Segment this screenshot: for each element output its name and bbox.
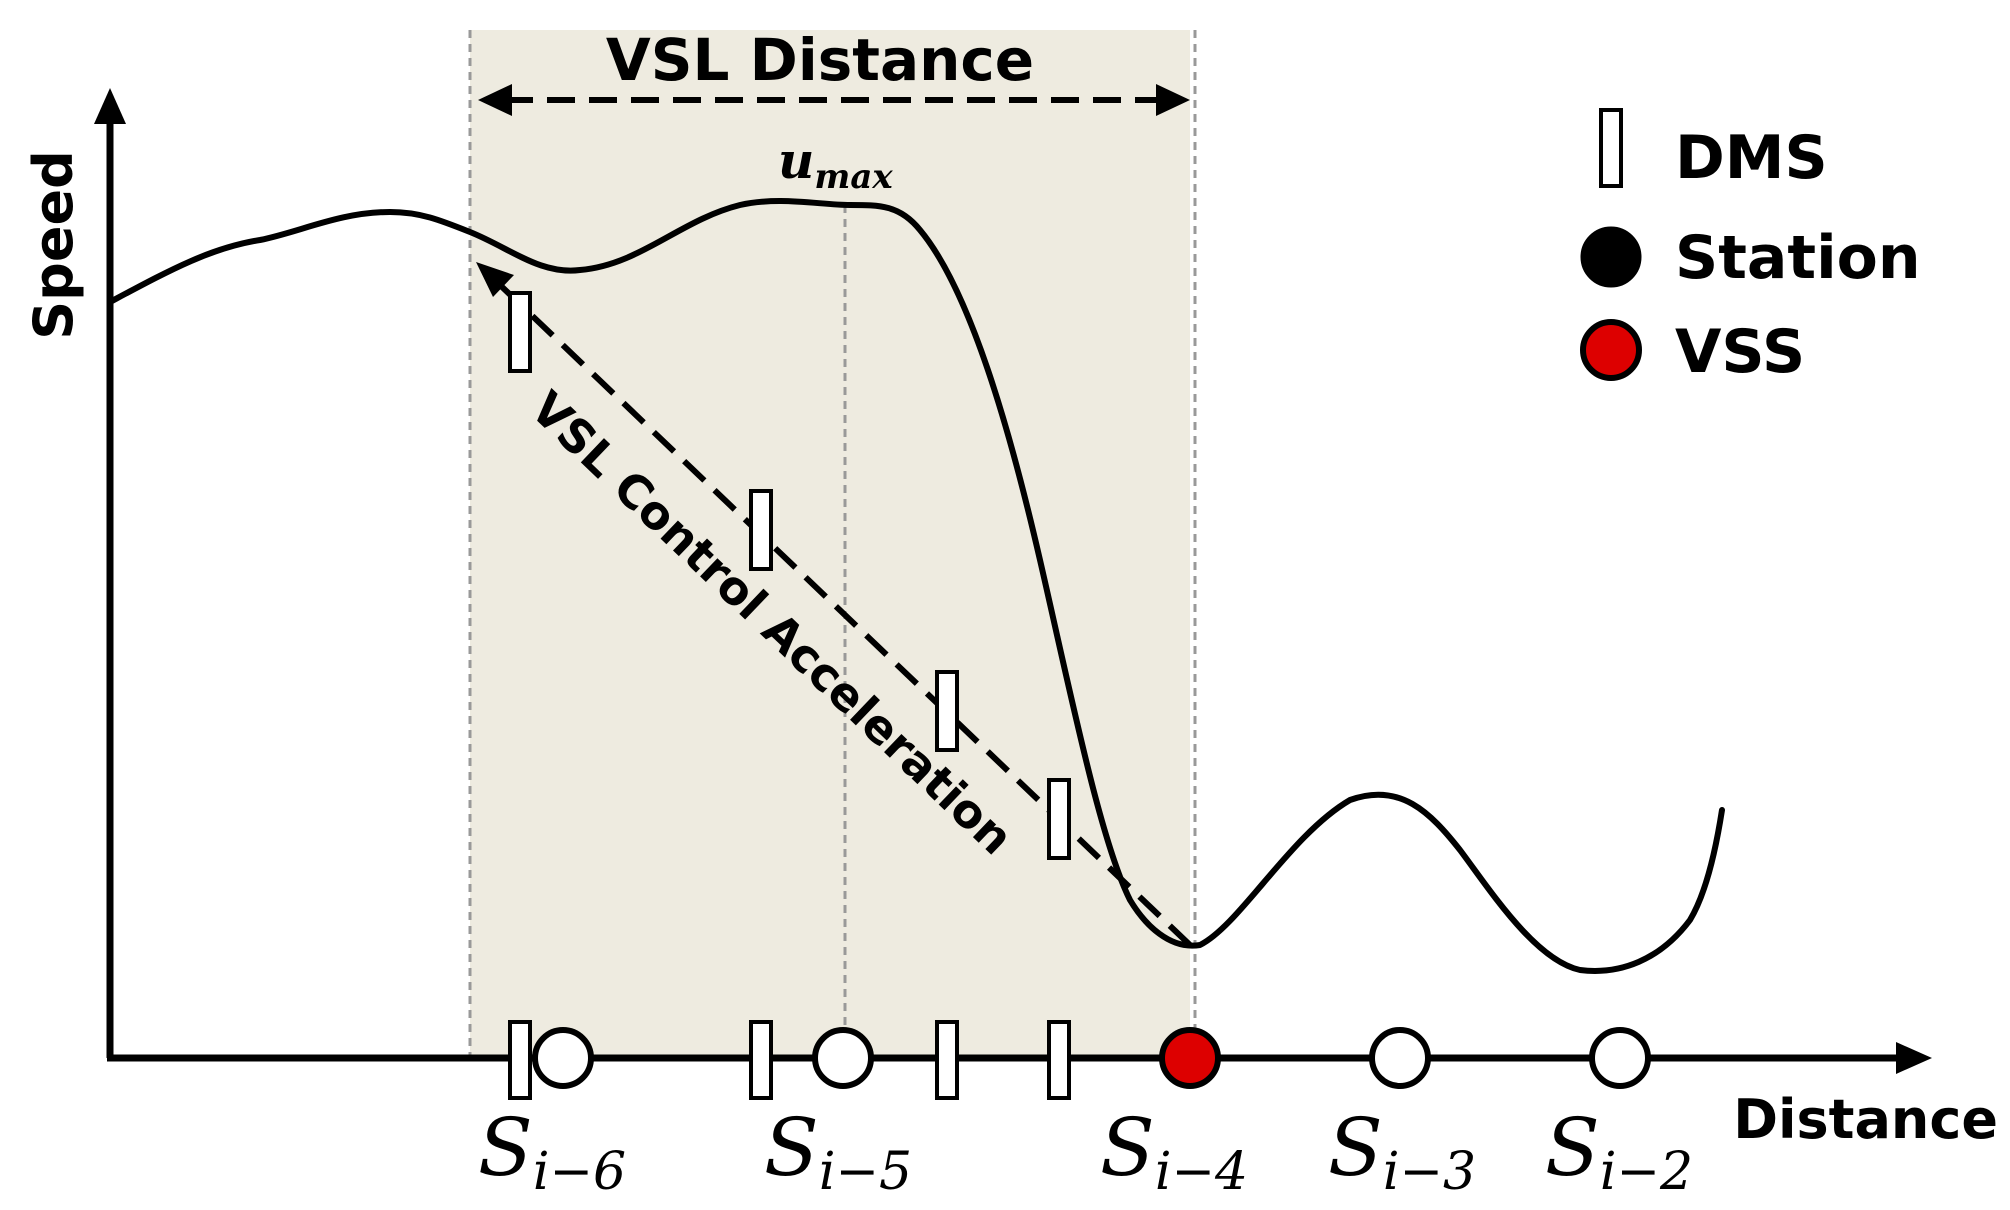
y-axis: [94, 88, 126, 1058]
speed-curve: [107, 198, 1725, 974]
x-axis-label: Distance: [1733, 1088, 1998, 1151]
station-label-i-3: Si−3: [1328, 1101, 1476, 1202]
dms-marker-axis-2: [749, 1020, 773, 1100]
dms-marker-upper-1: [508, 291, 532, 373]
station-s-i-6: [532, 1027, 594, 1089]
u-max-label: umax: [778, 131, 893, 197]
station-s-i-2: [1589, 1027, 1651, 1089]
legend-dms-label: DMS: [1675, 123, 1828, 193]
dms-marker-axis-1: [508, 1020, 532, 1100]
y-axis-label: Speed: [22, 150, 85, 339]
legend: DMS Station VSS: [1580, 108, 1921, 387]
vsl-distance-arrow: [478, 84, 1190, 116]
legend-station-label: Station: [1675, 223, 1921, 293]
dms-marker-axis-4: [1047, 1020, 1071, 1100]
legend-vss-label: VSS: [1675, 317, 1805, 387]
dms-marker-upper-2: [749, 489, 773, 571]
u-max-main: u: [778, 131, 814, 190]
station-label-i-6: Si−6: [478, 1101, 626, 1202]
legend-dms-icon: [1599, 108, 1623, 188]
u-max-sub: max: [814, 157, 893, 197]
dms-marker-upper-3: [935, 670, 959, 752]
vsl-distance-label: VSL Distance: [606, 26, 1034, 94]
dms-marker-upper-4: [1047, 778, 1071, 860]
station-s-i-3: [1369, 1027, 1431, 1089]
legend-vss-icon: [1580, 319, 1642, 381]
station-label-i-2: Si−2: [1545, 1101, 1693, 1202]
control-acceleration-arrow: [476, 262, 1193, 948]
station-label-i-5: Si−5: [764, 1101, 912, 1202]
legend-station-icon: [1580, 226, 1642, 288]
dms-marker-axis-3: [935, 1020, 959, 1100]
station-s-i-5: [812, 1027, 874, 1089]
vss-s-i-4: [1159, 1027, 1221, 1089]
station-label-i-4: Si−4: [1100, 1101, 1248, 1202]
